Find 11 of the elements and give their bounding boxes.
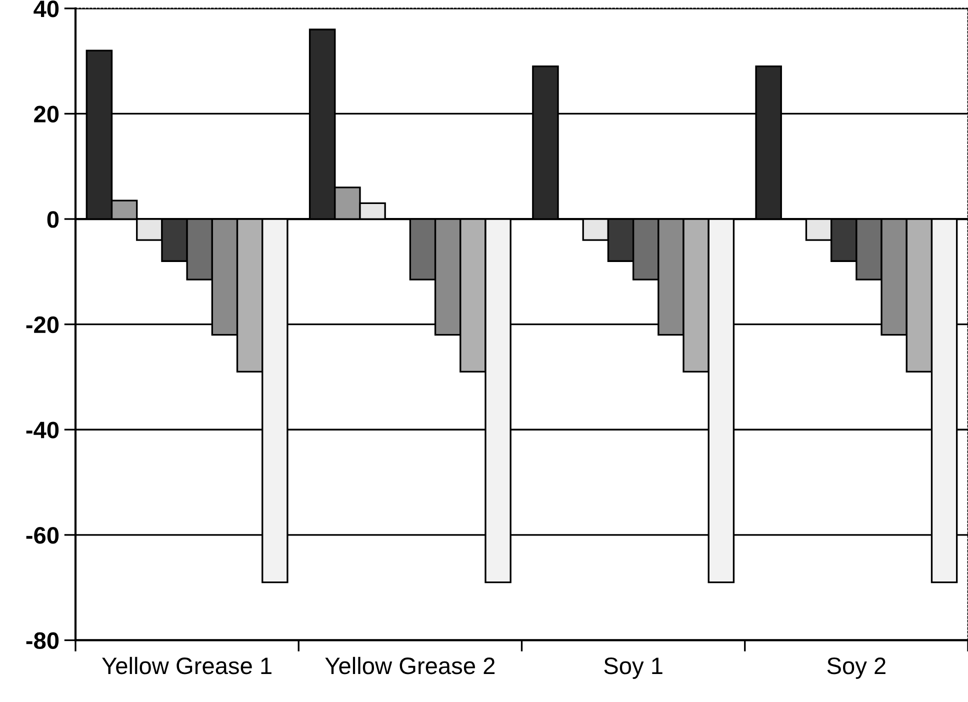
x-tick-label: Yellow Grease 2 <box>325 656 495 674</box>
y-tick-label: 20 <box>34 106 59 123</box>
y-tick-label: 40 <box>34 0 59 18</box>
y-tick-label: -40 <box>26 422 59 438</box>
x-tick-label: Soy 1 <box>604 658 662 679</box>
y-tick-label: -80 <box>26 632 59 650</box>
y-tick-label: -60 <box>26 526 59 544</box>
x-tick-label: Soy 2 <box>827 658 886 679</box>
x-tick-label: Yellow Grease 1 <box>102 656 272 674</box>
y-tick-label: 0 <box>47 211 59 228</box>
y-tick-label: -20 <box>26 316 59 334</box>
